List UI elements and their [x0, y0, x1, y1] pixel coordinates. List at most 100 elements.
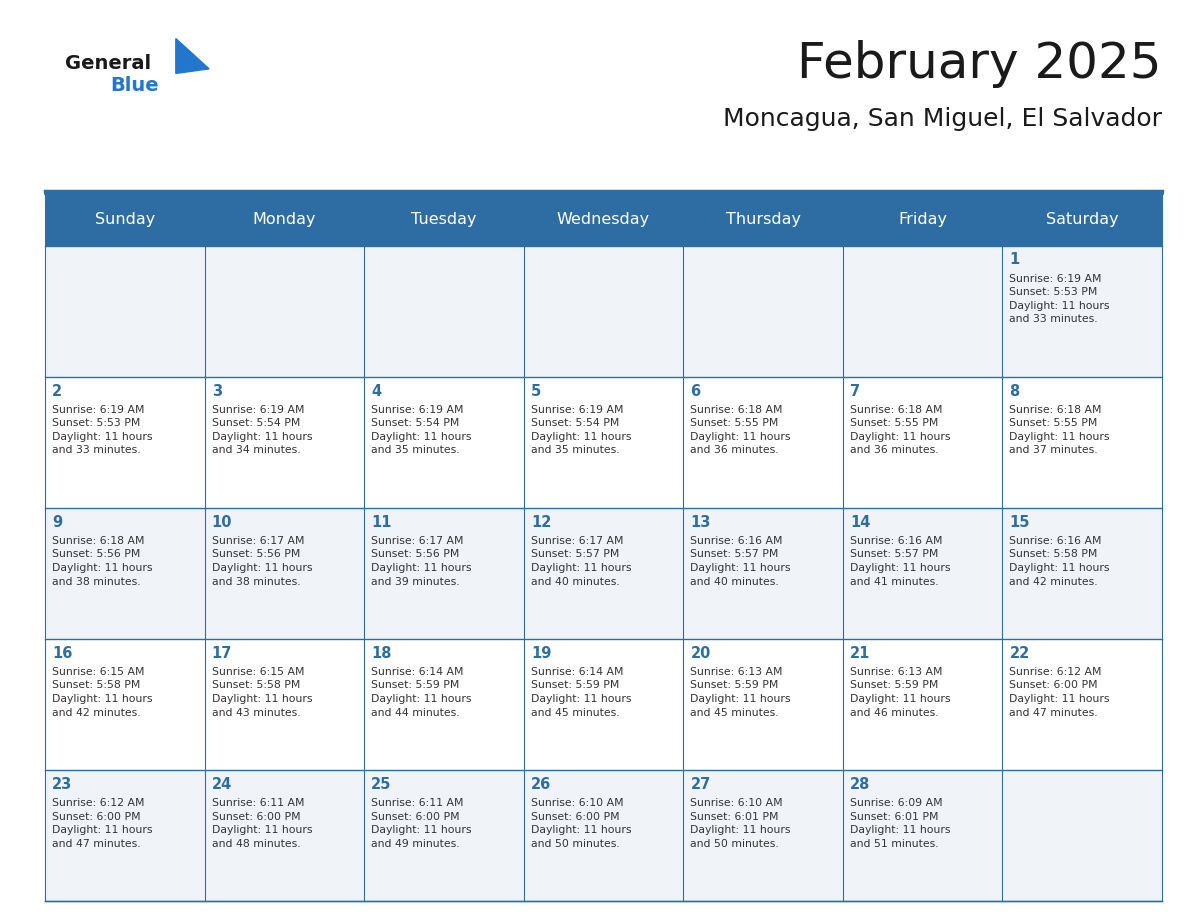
Bar	[204, 509, 365, 639]
Text: 2: 2	[52, 384, 63, 398]
Bar	[1003, 770, 1162, 901]
Text: Sunrise: 6:09 AM
Sunset: 6:01 PM
Daylight: 11 hours
and 51 minutes.: Sunrise: 6:09 AM Sunset: 6:01 PM Dayligh…	[849, 798, 950, 849]
Text: Blue: Blue	[110, 75, 159, 95]
Bar	[204, 377, 365, 509]
Text: Sunrise: 6:17 AM
Sunset: 5:57 PM
Daylight: 11 hours
and 40 minutes.: Sunrise: 6:17 AM Sunset: 5:57 PM Dayligh…	[531, 536, 631, 587]
Text: Sunrise: 6:18 AM
Sunset: 5:55 PM
Daylight: 11 hours
and 36 minutes.: Sunrise: 6:18 AM Sunset: 5:55 PM Dayligh…	[690, 405, 791, 455]
Text: Sunrise: 6:17 AM
Sunset: 5:56 PM
Daylight: 11 hours
and 39 minutes.: Sunrise: 6:17 AM Sunset: 5:56 PM Dayligh…	[372, 536, 472, 587]
Bar	[683, 246, 842, 377]
Bar	[365, 246, 524, 377]
Text: General: General	[65, 54, 151, 73]
Text: Sunrise: 6:15 AM
Sunset: 5:58 PM
Daylight: 11 hours
and 43 minutes.: Sunrise: 6:15 AM Sunset: 5:58 PM Dayligh…	[211, 666, 312, 718]
Text: Sunrise: 6:14 AM
Sunset: 5:59 PM
Daylight: 11 hours
and 44 minutes.: Sunrise: 6:14 AM Sunset: 5:59 PM Dayligh…	[372, 666, 472, 718]
Text: 18: 18	[372, 645, 392, 661]
Bar	[524, 377, 683, 509]
Text: 5: 5	[531, 384, 541, 398]
Bar	[524, 770, 683, 901]
Bar	[45, 377, 204, 509]
Text: 25: 25	[372, 777, 392, 792]
Bar	[683, 509, 842, 639]
Bar	[1003, 509, 1162, 639]
Text: Friday: Friday	[898, 212, 947, 227]
Text: 12: 12	[531, 515, 551, 530]
Text: Monday: Monday	[253, 212, 316, 227]
Bar	[683, 377, 842, 509]
Bar	[365, 639, 524, 770]
Text: Wednesday: Wednesday	[557, 212, 650, 227]
Bar	[524, 509, 683, 639]
Text: Sunrise: 6:19 AM
Sunset: 5:54 PM
Daylight: 11 hours
and 35 minutes.: Sunrise: 6:19 AM Sunset: 5:54 PM Dayligh…	[372, 405, 472, 455]
Text: 7: 7	[849, 384, 860, 398]
Bar	[842, 509, 1003, 639]
Text: Sunrise: 6:16 AM
Sunset: 5:58 PM
Daylight: 11 hours
and 42 minutes.: Sunrise: 6:16 AM Sunset: 5:58 PM Dayligh…	[1010, 536, 1110, 587]
Bar	[45, 509, 204, 639]
Text: 8: 8	[1010, 384, 1019, 398]
Text: Sunrise: 6:16 AM
Sunset: 5:57 PM
Daylight: 11 hours
and 40 minutes.: Sunrise: 6:16 AM Sunset: 5:57 PM Dayligh…	[690, 536, 791, 587]
Text: 26: 26	[531, 777, 551, 792]
Bar	[1003, 246, 1162, 377]
Bar	[1003, 639, 1162, 770]
Bar	[842, 246, 1003, 377]
Bar	[45, 639, 204, 770]
Text: 9: 9	[52, 515, 63, 530]
Polygon shape	[176, 39, 209, 73]
Text: 16: 16	[52, 645, 72, 661]
Bar	[842, 377, 1003, 509]
Text: 23: 23	[52, 777, 72, 792]
Bar	[365, 770, 524, 901]
Text: Sunrise: 6:15 AM
Sunset: 5:58 PM
Daylight: 11 hours
and 42 minutes.: Sunrise: 6:15 AM Sunset: 5:58 PM Dayligh…	[52, 666, 153, 718]
Text: 4: 4	[372, 384, 381, 398]
Bar	[45, 770, 204, 901]
Text: 22: 22	[1010, 645, 1030, 661]
Text: Sunrise: 6:19 AM
Sunset: 5:54 PM
Daylight: 11 hours
and 35 minutes.: Sunrise: 6:19 AM Sunset: 5:54 PM Dayligh…	[531, 405, 631, 455]
Bar	[683, 639, 842, 770]
Text: Sunrise: 6:19 AM
Sunset: 5:53 PM
Daylight: 11 hours
and 33 minutes.: Sunrise: 6:19 AM Sunset: 5:53 PM Dayligh…	[52, 405, 153, 455]
Text: Sunrise: 6:19 AM
Sunset: 5:53 PM
Daylight: 11 hours
and 33 minutes.: Sunrise: 6:19 AM Sunset: 5:53 PM Dayligh…	[1010, 274, 1110, 324]
Text: Sunrise: 6:18 AM
Sunset: 5:56 PM
Daylight: 11 hours
and 38 minutes.: Sunrise: 6:18 AM Sunset: 5:56 PM Dayligh…	[52, 536, 153, 587]
Bar	[365, 509, 524, 639]
Bar	[45, 246, 204, 377]
Text: 10: 10	[211, 515, 233, 530]
Text: 24: 24	[211, 777, 232, 792]
Text: Sunday: Sunday	[95, 212, 156, 227]
Text: Sunrise: 6:10 AM
Sunset: 6:01 PM
Daylight: 11 hours
and 50 minutes.: Sunrise: 6:10 AM Sunset: 6:01 PM Dayligh…	[690, 798, 791, 849]
Text: Sunrise: 6:18 AM
Sunset: 5:55 PM
Daylight: 11 hours
and 36 minutes.: Sunrise: 6:18 AM Sunset: 5:55 PM Dayligh…	[849, 405, 950, 455]
Bar	[365, 377, 524, 509]
Text: Sunrise: 6:13 AM
Sunset: 5:59 PM
Daylight: 11 hours
and 46 minutes.: Sunrise: 6:13 AM Sunset: 5:59 PM Dayligh…	[849, 666, 950, 718]
Text: Sunrise: 6:16 AM
Sunset: 5:57 PM
Daylight: 11 hours
and 41 minutes.: Sunrise: 6:16 AM Sunset: 5:57 PM Dayligh…	[849, 536, 950, 587]
Text: 27: 27	[690, 777, 710, 792]
Text: Moncagua, San Miguel, El Salvador: Moncagua, San Miguel, El Salvador	[722, 107, 1162, 131]
Text: 11: 11	[372, 515, 392, 530]
Text: 17: 17	[211, 645, 232, 661]
Text: Sunrise: 6:10 AM
Sunset: 6:00 PM
Daylight: 11 hours
and 50 minutes.: Sunrise: 6:10 AM Sunset: 6:00 PM Dayligh…	[531, 798, 631, 849]
Text: Sunrise: 6:11 AM
Sunset: 6:00 PM
Daylight: 11 hours
and 49 minutes.: Sunrise: 6:11 AM Sunset: 6:00 PM Dayligh…	[372, 798, 472, 849]
Text: 28: 28	[849, 777, 871, 792]
Text: Sunrise: 6:12 AM
Sunset: 6:00 PM
Daylight: 11 hours
and 47 minutes.: Sunrise: 6:12 AM Sunset: 6:00 PM Dayligh…	[1010, 666, 1110, 718]
Bar	[524, 639, 683, 770]
Bar	[842, 639, 1003, 770]
Text: Sunrise: 6:11 AM
Sunset: 6:00 PM
Daylight: 11 hours
and 48 minutes.: Sunrise: 6:11 AM Sunset: 6:00 PM Dayligh…	[211, 798, 312, 849]
Text: 6: 6	[690, 384, 701, 398]
Bar	[204, 246, 365, 377]
Text: 13: 13	[690, 515, 710, 530]
Bar	[204, 770, 365, 901]
Bar	[842, 770, 1003, 901]
Text: 14: 14	[849, 515, 871, 530]
Text: Tuesday: Tuesday	[411, 212, 476, 227]
Bar	[204, 639, 365, 770]
Bar	[1003, 377, 1162, 509]
Text: 20: 20	[690, 645, 710, 661]
Text: Sunrise: 6:13 AM
Sunset: 5:59 PM
Daylight: 11 hours
and 45 minutes.: Sunrise: 6:13 AM Sunset: 5:59 PM Dayligh…	[690, 666, 791, 718]
Text: Sunrise: 6:14 AM
Sunset: 5:59 PM
Daylight: 11 hours
and 45 minutes.: Sunrise: 6:14 AM Sunset: 5:59 PM Dayligh…	[531, 666, 631, 718]
Text: February 2025: February 2025	[797, 40, 1162, 88]
Bar	[524, 246, 683, 377]
Text: 15: 15	[1010, 515, 1030, 530]
Text: 1: 1	[1010, 252, 1019, 267]
Bar	[45, 193, 1162, 246]
Text: 21: 21	[849, 645, 871, 661]
Text: Saturday: Saturday	[1045, 212, 1118, 227]
Bar	[683, 770, 842, 901]
Text: 19: 19	[531, 645, 551, 661]
Text: 3: 3	[211, 384, 222, 398]
Text: Sunrise: 6:12 AM
Sunset: 6:00 PM
Daylight: 11 hours
and 47 minutes.: Sunrise: 6:12 AM Sunset: 6:00 PM Dayligh…	[52, 798, 153, 849]
